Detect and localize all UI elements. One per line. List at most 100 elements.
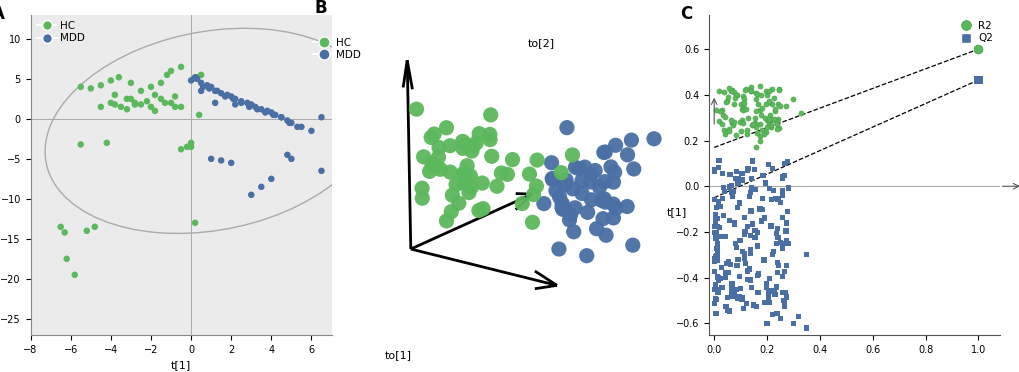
Point bbox=[709, 250, 726, 256]
Point bbox=[706, 212, 722, 218]
Point bbox=[736, 100, 752, 106]
Point bbox=[759, 292, 775, 298]
Point bbox=[762, 117, 779, 123]
Point bbox=[768, 126, 785, 132]
Point bbox=[742, 251, 758, 257]
Point bbox=[790, 314, 806, 320]
Point bbox=[780, 240, 796, 246]
Point bbox=[755, 215, 771, 221]
Point bbox=[765, 116, 782, 122]
Point bbox=[111, 74, 127, 80]
Point bbox=[726, 292, 742, 298]
Point bbox=[720, 126, 737, 132]
Point bbox=[743, 221, 759, 227]
Point bbox=[773, 187, 790, 193]
Point bbox=[762, 223, 779, 229]
Point bbox=[718, 295, 735, 301]
Point bbox=[708, 253, 725, 259]
Point bbox=[728, 92, 744, 98]
Point bbox=[709, 289, 726, 295]
Point bbox=[720, 128, 737, 134]
Point bbox=[118, 96, 135, 102]
Point bbox=[793, 110, 809, 116]
Point bbox=[722, 280, 739, 286]
Point bbox=[723, 121, 740, 126]
Point bbox=[743, 176, 759, 182]
Point bbox=[757, 285, 773, 291]
Point bbox=[735, 120, 751, 126]
Point bbox=[753, 127, 769, 133]
Point bbox=[736, 215, 752, 221]
Point bbox=[707, 254, 723, 260]
Point bbox=[213, 157, 229, 163]
Point bbox=[753, 218, 769, 224]
Point bbox=[738, 106, 754, 112]
Point bbox=[705, 196, 721, 202]
Point bbox=[738, 301, 754, 307]
Point bbox=[247, 104, 263, 110]
Point bbox=[714, 170, 731, 176]
Point bbox=[708, 246, 725, 251]
Point bbox=[776, 103, 793, 109]
Point bbox=[729, 204, 745, 210]
Point bbox=[760, 121, 776, 127]
Point bbox=[93, 104, 109, 110]
Point bbox=[132, 88, 149, 94]
Point bbox=[769, 196, 786, 202]
Point bbox=[775, 269, 792, 275]
Point bbox=[767, 284, 784, 290]
Point bbox=[748, 91, 764, 97]
Point bbox=[199, 82, 215, 88]
Point bbox=[738, 128, 754, 134]
Point bbox=[182, 140, 199, 146]
Point bbox=[757, 88, 773, 94]
Point bbox=[709, 118, 726, 124]
Point bbox=[736, 251, 752, 257]
Point bbox=[711, 275, 728, 281]
Point bbox=[720, 217, 737, 223]
Point bbox=[706, 230, 722, 235]
Point bbox=[765, 248, 782, 254]
Point bbox=[126, 102, 143, 108]
Point bbox=[714, 112, 731, 118]
Point bbox=[710, 224, 727, 230]
Point bbox=[726, 219, 742, 225]
Point bbox=[227, 102, 244, 108]
Point bbox=[709, 164, 726, 170]
Point bbox=[728, 244, 744, 250]
Point bbox=[733, 295, 749, 301]
Point bbox=[122, 80, 139, 86]
Text: A: A bbox=[0, 5, 4, 23]
Point bbox=[253, 184, 269, 190]
Point bbox=[173, 146, 190, 152]
Point bbox=[709, 275, 726, 280]
Point bbox=[267, 112, 283, 118]
Point bbox=[107, 102, 123, 108]
Point bbox=[726, 89, 742, 95]
Point bbox=[706, 259, 722, 264]
Point bbox=[721, 172, 738, 178]
Point bbox=[770, 125, 787, 131]
Point bbox=[173, 64, 190, 70]
Point bbox=[747, 304, 763, 310]
Point bbox=[777, 294, 794, 300]
Point bbox=[223, 160, 239, 166]
Point bbox=[744, 122, 760, 128]
Point bbox=[203, 156, 219, 162]
Point bbox=[725, 188, 741, 194]
Point bbox=[705, 269, 721, 275]
Point bbox=[798, 252, 814, 258]
Point bbox=[740, 266, 756, 272]
Point bbox=[257, 109, 273, 115]
Point bbox=[107, 92, 123, 98]
Point bbox=[718, 260, 735, 266]
Point bbox=[93, 82, 109, 88]
Point bbox=[263, 176, 279, 182]
Point bbox=[186, 220, 203, 226]
Point bbox=[760, 98, 776, 104]
Point bbox=[775, 303, 792, 309]
Point bbox=[66, 272, 83, 278]
Point bbox=[725, 122, 741, 128]
Point bbox=[719, 94, 736, 100]
Point bbox=[743, 84, 759, 90]
